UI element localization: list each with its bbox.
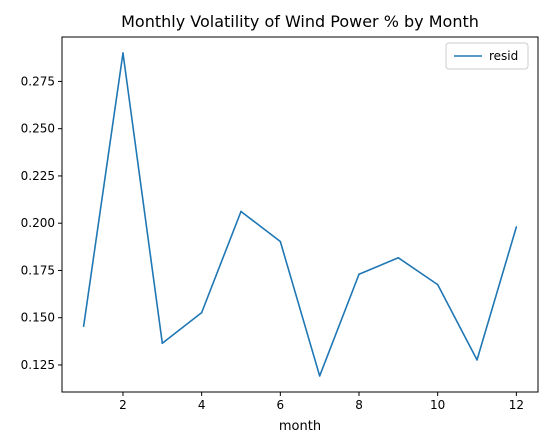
legend-label: resid (489, 49, 518, 63)
y-tick-label: 0.225 (21, 169, 55, 183)
data-point (318, 375, 321, 377)
plot-frame (61, 36, 539, 393)
y-tick-label: 0.200 (21, 216, 55, 230)
data-point (358, 273, 360, 276)
data-point (476, 359, 478, 361)
y-tick-label: 0.250 (21, 122, 55, 136)
data-point (122, 52, 124, 54)
x-tick-label: 12 (509, 398, 524, 412)
series-line-resid (82, 52, 518, 377)
data-point (279, 240, 282, 243)
x-tick-label: 2 (119, 398, 127, 412)
legend-box (445, 42, 529, 70)
data-point (200, 311, 203, 314)
y-tick-label: 0.125 (21, 358, 55, 372)
x-tick-label: 10 (430, 398, 445, 412)
data-point (161, 342, 164, 345)
data-point (397, 256, 400, 259)
plot-area: 2 4 6 8 10 12 0.125 0.150 0.175 0.200 0.225 0.250 0.… (21, 36, 539, 412)
x-tick-label: 8 (355, 398, 363, 412)
x-tick-label: 4 (198, 398, 206, 412)
data-point (436, 283, 439, 286)
x-axis-title: month (279, 419, 321, 434)
chart-title: Monthly Volatility of Wind Power % by Mo… (121, 12, 479, 31)
data-point (82, 325, 85, 328)
y-tick-label: 0.150 (21, 311, 55, 325)
y-tick-label: 0.275 (21, 74, 55, 88)
data-point (515, 226, 518, 228)
data-point (240, 210, 242, 213)
x-tick-label: 6 (277, 398, 285, 412)
y-tick-label: 0.175 (21, 263, 55, 277)
